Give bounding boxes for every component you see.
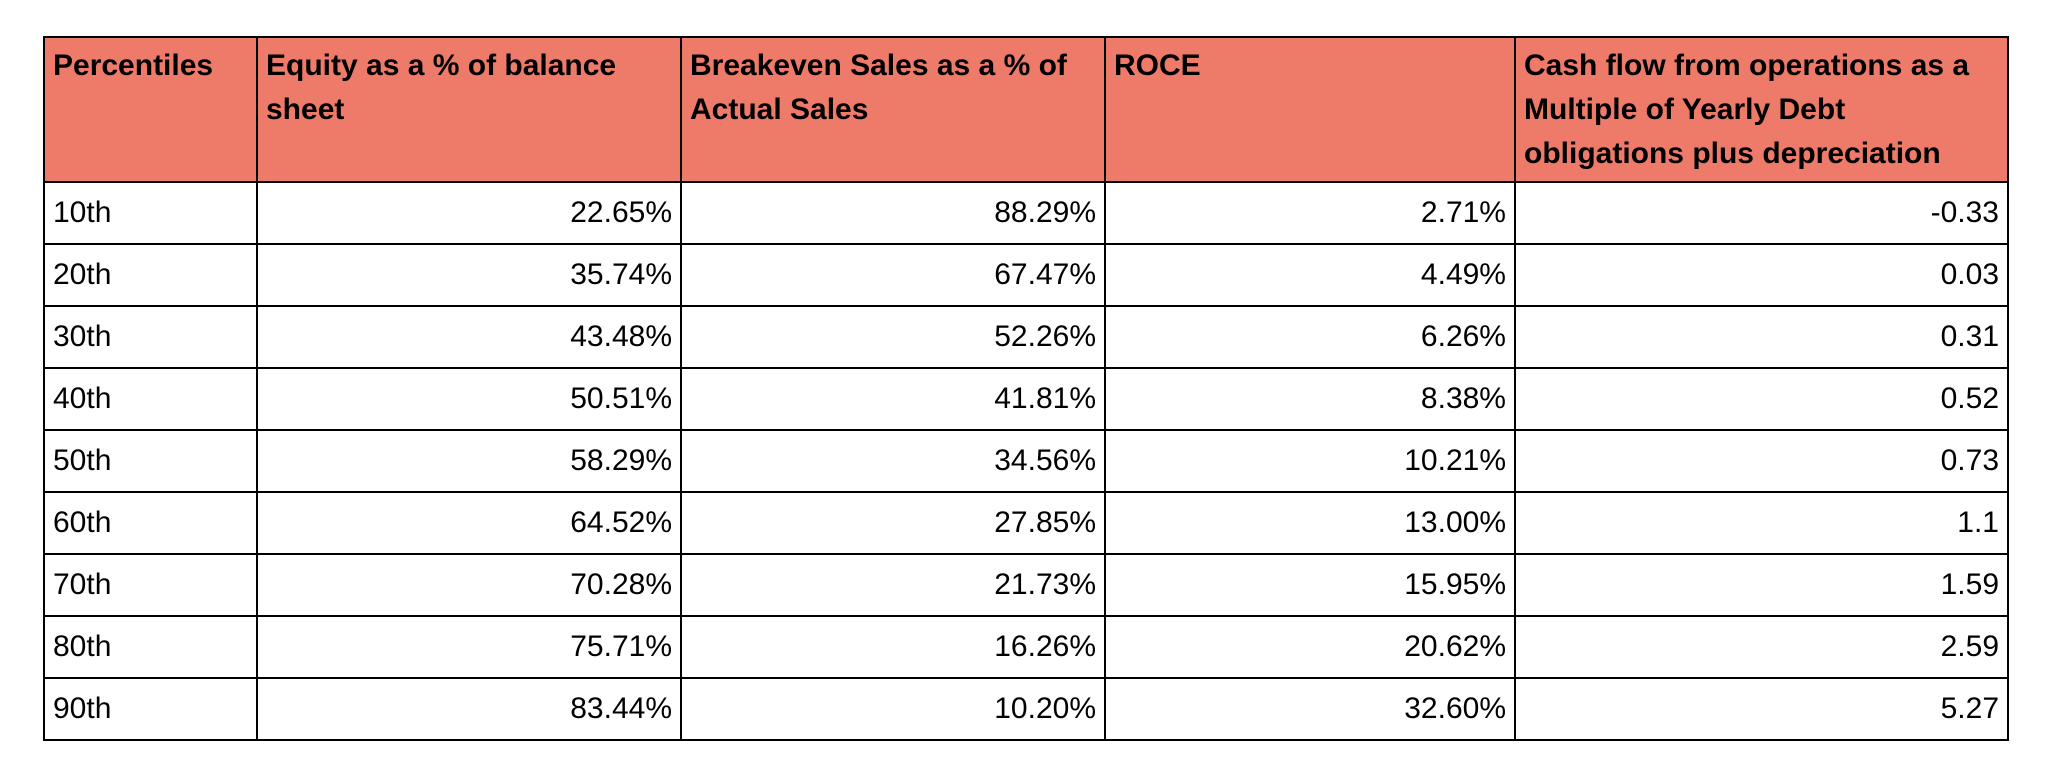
percentile-cell: 70th — [43, 553, 258, 617]
breakeven-cell: 88.29% — [680, 181, 1106, 245]
roce-cell: 32.60% — [1104, 677, 1516, 741]
equity-cell: 58.29% — [256, 429, 682, 493]
table-row: 80th 75.71% 16.26% 20.62% 2.59 — [43, 615, 2009, 679]
column-header-breakeven-sales: Breakeven Sales as a % of Actual Sales — [680, 36, 1106, 183]
cash-flow-cell: 1.1 — [1514, 491, 2009, 555]
table-row: 40th 50.51% 41.81% 8.38% 0.52 — [43, 367, 2009, 431]
equity-cell: 70.28% — [256, 553, 682, 617]
cash-flow-cell: 0.52 — [1514, 367, 2009, 431]
cash-flow-cell: -0.33 — [1514, 181, 2009, 245]
cash-flow-cell: 0.73 — [1514, 429, 2009, 493]
roce-cell: 8.38% — [1104, 367, 1516, 431]
table-row: 50th 58.29% 34.56% 10.21% 0.73 — [43, 429, 2009, 493]
cash-flow-cell: 5.27 — [1514, 677, 2009, 741]
equity-cell: 22.65% — [256, 181, 682, 245]
percentile-cell: 10th — [43, 181, 258, 245]
percentile-table: Percentiles Equity as a % of balance shee… — [43, 36, 2009, 741]
table-row: 70th 70.28% 21.73% 15.95% 1.59 — [43, 553, 2009, 617]
roce-cell: 15.95% — [1104, 553, 1516, 617]
equity-cell: 43.48% — [256, 305, 682, 369]
breakeven-cell: 67.47% — [680, 243, 1106, 307]
roce-cell: 20.62% — [1104, 615, 1516, 679]
roce-cell: 10.21% — [1104, 429, 1516, 493]
breakeven-cell: 21.73% — [680, 553, 1106, 617]
breakeven-cell: 52.26% — [680, 305, 1106, 369]
breakeven-cell: 10.20% — [680, 677, 1106, 741]
equity-cell: 75.71% — [256, 615, 682, 679]
breakeven-cell: 16.26% — [680, 615, 1106, 679]
roce-cell: 4.49% — [1104, 243, 1516, 307]
header-row: Percentiles Equity as a % of balance shee… — [43, 36, 2009, 183]
column-header-roce: ROCE — [1104, 36, 1516, 183]
percentile-cell: 50th — [43, 429, 258, 493]
percentile-table-container: Percentiles Equity as a % of balance shee… — [43, 36, 2009, 741]
roce-cell: 13.00% — [1104, 491, 1516, 555]
cash-flow-cell: 0.03 — [1514, 243, 2009, 307]
percentile-cell: 40th — [43, 367, 258, 431]
cash-flow-cell: 0.31 — [1514, 305, 2009, 369]
table-body: 10th 22.65% 88.29% 2.71% -0.33 20th 35.74% 67.4… — [43, 181, 2009, 741]
percentile-cell: 20th — [43, 243, 258, 307]
percentile-cell: 60th — [43, 491, 258, 555]
column-header-cash-flow-multiple: Cash flow from operations as a Multiple … — [1514, 36, 2009, 183]
breakeven-cell: 34.56% — [680, 429, 1106, 493]
breakeven-cell: 41.81% — [680, 367, 1106, 431]
cash-flow-cell: 1.59 — [1514, 553, 2009, 617]
percentile-cell: 90th — [43, 677, 258, 741]
breakeven-cell: 27.85% — [680, 491, 1106, 555]
column-header-equity: Equity as a % of balance sheet — [256, 36, 682, 183]
column-header-percentiles: Percentiles — [43, 36, 258, 183]
table-row: 60th 64.52% 27.85% 13.00% 1.1 — [43, 491, 2009, 555]
table-row: 10th 22.65% 88.29% 2.71% -0.33 — [43, 181, 2009, 245]
table-row: 20th 35.74% 67.47% 4.49% 0.03 — [43, 243, 2009, 307]
roce-cell: 2.71% — [1104, 181, 1516, 245]
table-row: 90th 83.44% 10.20% 32.60% 5.27 — [43, 677, 2009, 741]
equity-cell: 83.44% — [256, 677, 682, 741]
equity-cell: 50.51% — [256, 367, 682, 431]
percentile-cell: 80th — [43, 615, 258, 679]
cash-flow-cell: 2.59 — [1514, 615, 2009, 679]
table-row: 30th 43.48% 52.26% 6.26% 0.31 — [43, 305, 2009, 369]
roce-cell: 6.26% — [1104, 305, 1516, 369]
equity-cell: 64.52% — [256, 491, 682, 555]
percentile-cell: 30th — [43, 305, 258, 369]
equity-cell: 35.74% — [256, 243, 682, 307]
